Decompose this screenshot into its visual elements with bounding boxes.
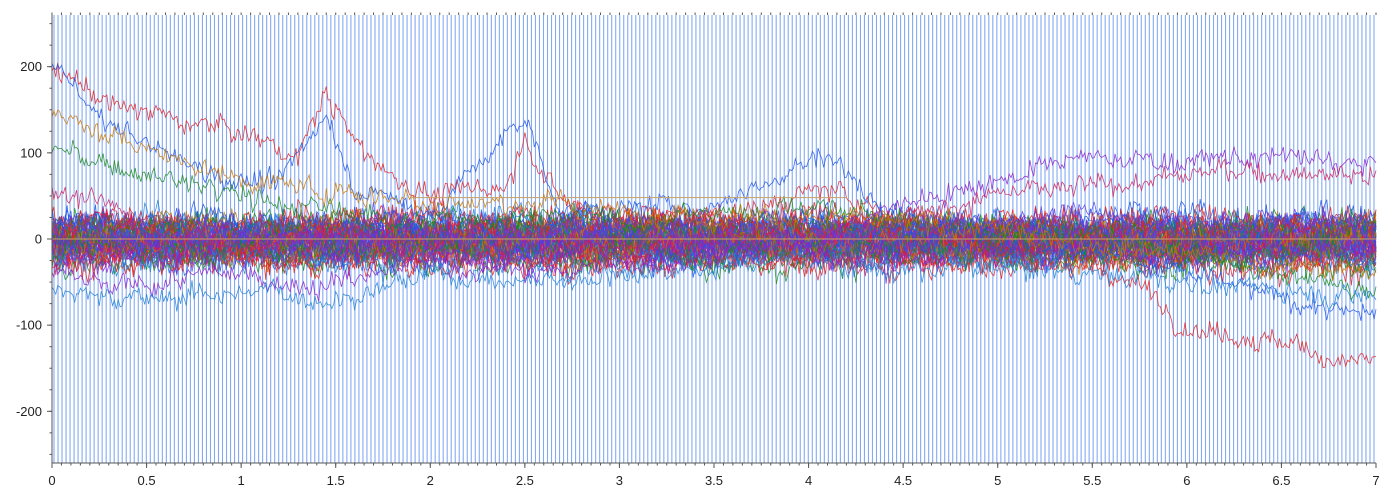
series-line-6 bbox=[51, 247, 1377, 312]
x-tick-label: 5 bbox=[994, 473, 1001, 488]
series-line-8 bbox=[51, 201, 1377, 262]
x-tick-label: 4 bbox=[805, 473, 812, 488]
x-tick-label: 1.5 bbox=[327, 473, 345, 488]
noise-trace bbox=[51, 220, 1377, 267]
y-tick-label: -100 bbox=[16, 318, 42, 333]
series-line-4 bbox=[51, 139, 1377, 302]
series-line-5 bbox=[51, 158, 1377, 263]
x-tick-label: 6.5 bbox=[1272, 473, 1290, 488]
series-line-2 bbox=[51, 145, 1377, 302]
x-tick-label: 0 bbox=[48, 473, 55, 488]
x-axis-ticks: 0 0.5 1 1.5 2 2.5 3 3.5 4 4.5 5 5.5 6 6.5 7 bbox=[48, 12, 1380, 488]
data-series bbox=[51, 62, 1377, 369]
y-tick-label: 200 bbox=[20, 59, 42, 74]
x-tick-label: 0.5 bbox=[138, 473, 156, 488]
y-tick-label: 100 bbox=[20, 145, 42, 160]
y-tick-label: 0 bbox=[35, 232, 42, 247]
noise-trace bbox=[51, 226, 1377, 280]
y-tick-label: -200 bbox=[16, 404, 42, 419]
x-tick-label: 3.5 bbox=[705, 473, 723, 488]
reference-lines bbox=[52, 197, 1376, 240]
noise-trace bbox=[51, 232, 1377, 288]
x-tick-label: 2 bbox=[427, 473, 434, 488]
series-line-1 bbox=[51, 62, 1377, 369]
x-tick-label: 5.5 bbox=[1083, 473, 1101, 488]
x-tick-label: 1 bbox=[238, 473, 245, 488]
series-line-7 bbox=[51, 109, 1377, 282]
noise-trace bbox=[51, 197, 1377, 243]
x-tick-label: 6 bbox=[1183, 473, 1190, 488]
x-tick-label: 7 bbox=[1372, 473, 1379, 488]
x-tick-label: 2.5 bbox=[516, 473, 534, 488]
y-axis-ticks: 200 100 0 -100 -200 bbox=[16, 23, 52, 455]
x-tick-label: 3 bbox=[616, 473, 623, 488]
x-tick-label: 4.5 bbox=[894, 473, 912, 488]
